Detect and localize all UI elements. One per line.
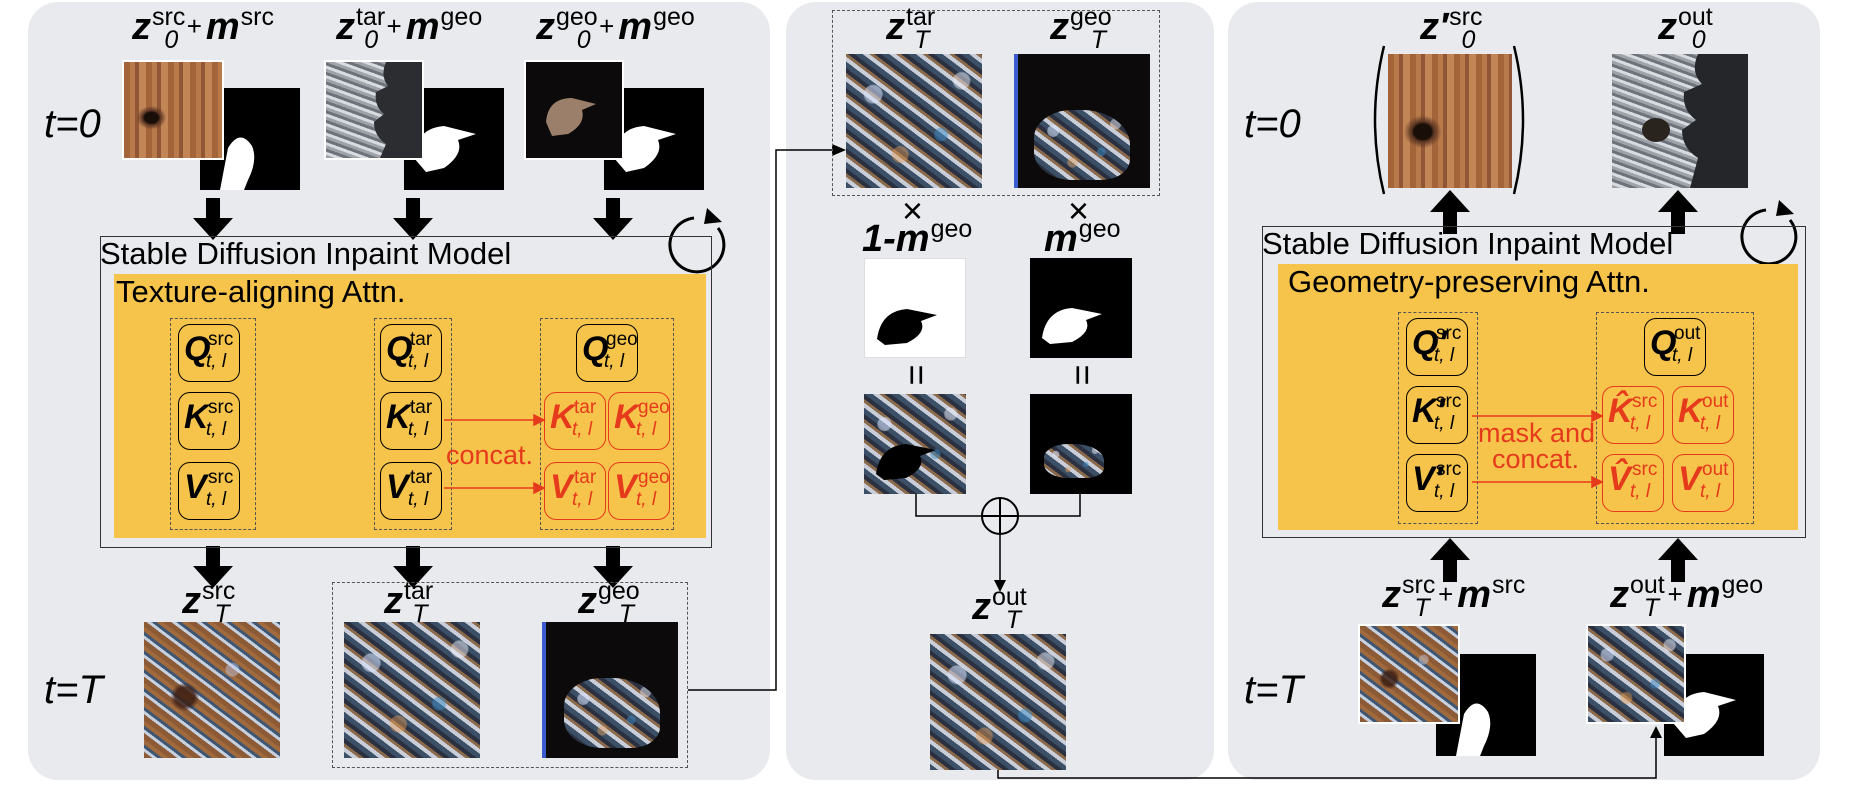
- label-zT-src: zsrcT: [182, 577, 236, 628]
- times-symbol-right: ×: [1068, 190, 1090, 231]
- geo-token-group: [540, 318, 674, 530]
- token-qprime-src: Q′ src t, l: [1406, 318, 1468, 376]
- token-kprime-src: K′ src t, l: [1406, 386, 1468, 444]
- masked-geo-image: [1030, 394, 1132, 494]
- label-t0-left: t=0: [44, 102, 101, 146]
- token-vhat-src: V̂ src t, l: [1602, 454, 1664, 512]
- geometry-attn-block: [1278, 264, 1798, 530]
- down-arrows-top-panel1: [193, 198, 726, 588]
- label-zT-geo-p2: zgeoT: [1050, 3, 1112, 54]
- concat-label: concat.: [446, 440, 534, 470]
- z0prime-src-image: [1388, 54, 1512, 188]
- label-mgeo-p2: mgeo: [1044, 215, 1121, 260]
- label-z0prime-src: z′src0: [1420, 3, 1483, 54]
- zT-geo-image-p2: [1014, 54, 1150, 188]
- label-zT-tar-p2: ztarT: [886, 3, 936, 54]
- label-zT-src-msrc-p3: zsrcT + msrc: [1382, 571, 1526, 622]
- label-z0geo-mgeo: zgeo0 + mgeo: [536, 3, 695, 54]
- bird-geometry-image: [524, 60, 624, 160]
- tar-token-group: [374, 318, 452, 530]
- tar-geo-output-group: [332, 582, 688, 768]
- sd-inpaint-model-box-2: [1262, 226, 1806, 538]
- label-t0-right: t=0: [1244, 102, 1301, 146]
- label-zT-out-p2: zoutT: [972, 583, 1027, 634]
- geometry-attn-title: Geometry-preserving Attn.: [1288, 264, 1650, 299]
- label-zT-out-mgeo-p3: zoutT + mgeo: [1610, 571, 1764, 622]
- label-z0src-msrc: zsrc0 + msrc: [132, 3, 274, 54]
- zT-geo-noise-image: [542, 622, 678, 758]
- label-tT-left: t=T: [44, 668, 103, 712]
- label-one-minus-mgeo: 1-mgeo: [862, 215, 973, 260]
- token-vprime-src: V′ src t, l: [1406, 454, 1468, 512]
- src-token-group: [170, 318, 256, 530]
- gear-texture-image: [324, 60, 424, 160]
- sd-model-title-2: Stable Diffusion Inpaint Model: [1262, 226, 1674, 261]
- wood-texture-image: [122, 60, 224, 160]
- mask-concat-label-1: mask and: [1478, 418, 1596, 448]
- zT-tar-image-p2: [846, 54, 982, 188]
- sd-inpaint-model-box-1: [100, 236, 712, 548]
- label-zT-tar: ztarT: [384, 577, 434, 628]
- sd-model-title-1: Stable Diffusion Inpaint Model: [100, 236, 512, 271]
- zT-out-image-p3: [1586, 624, 1686, 724]
- concat-arrows-panel1: [444, 413, 546, 495]
- label-tT-right: t=T: [1244, 668, 1303, 712]
- masked-tar-image: [864, 394, 966, 494]
- label-z0tar-mgeo: ztar0 + mgeo: [336, 3, 483, 54]
- label-zT-geo: zgeoT: [578, 577, 640, 628]
- texture-attn-title: Texture-aligning Attn.: [116, 274, 406, 309]
- times-symbol-left: ×: [902, 190, 924, 231]
- geo-mask-p2: [1030, 258, 1132, 358]
- label-z0-out: zout0: [1658, 3, 1713, 54]
- inverse-geo-mask: [864, 258, 966, 358]
- zT-pair-group: [832, 10, 1160, 196]
- zT-src-image-p3: [1358, 624, 1460, 724]
- zT-tar-noise-image: [344, 622, 480, 758]
- token-khat-src: K̂ src t, l: [1602, 386, 1664, 444]
- z0-out-image: [1612, 54, 1748, 188]
- src-prime-token-group: [1398, 312, 1478, 524]
- zT-out-image: [930, 634, 1066, 770]
- zT-src-noise-image: [144, 622, 280, 758]
- mask-concat-label-2: concat.: [1492, 444, 1580, 474]
